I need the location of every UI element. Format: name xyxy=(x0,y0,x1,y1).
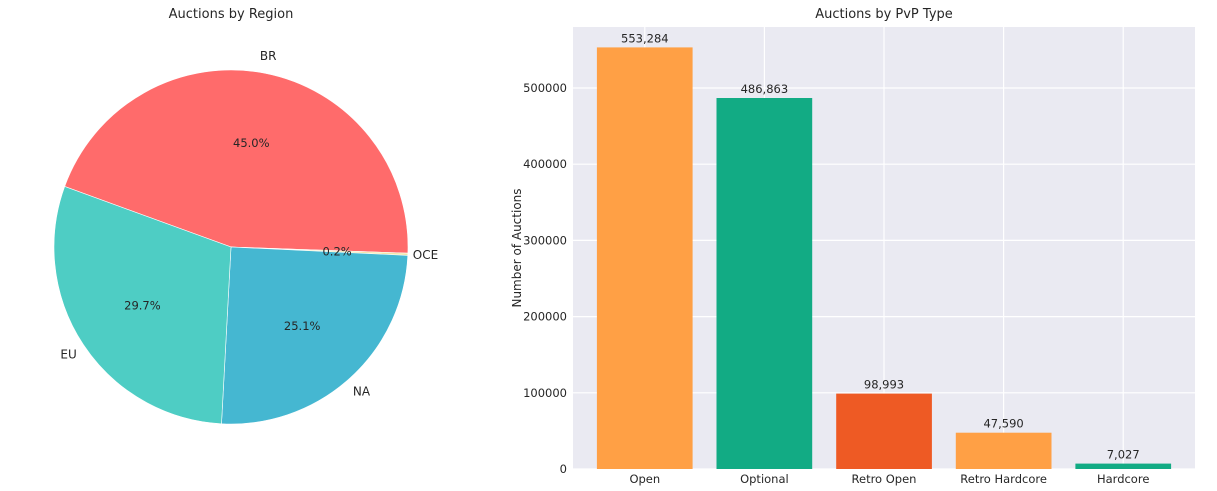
bar-value-retro-open: 98,993 xyxy=(864,378,904,392)
bars xyxy=(596,47,1172,470)
y-tick-label: 500000 xyxy=(523,81,567,95)
x-tick-labels: Open Optional Retro Open Retro Hardcore Hard… xyxy=(629,472,1149,486)
pie-percent-na: 25.1% xyxy=(284,319,321,333)
pie-label-br: BR xyxy=(260,49,277,63)
bar-retro-open xyxy=(836,393,932,469)
pie-slice-na xyxy=(221,246,409,425)
y-axis-label: Number of Auctions xyxy=(510,188,524,307)
y-tick-labels: 0 100000 200000 300000 400000 500000 xyxy=(523,81,567,476)
pie-slice-eu xyxy=(53,186,232,425)
bar-title: Auctions by PvP Type xyxy=(815,7,953,22)
x-tick-label-hardcore: Hardcore xyxy=(1097,472,1149,486)
bar-value-retro-hardcore: 47,590 xyxy=(983,417,1023,431)
bar-value-open: 553,284 xyxy=(621,31,669,45)
y-tick-label: 400000 xyxy=(523,157,567,171)
y-tick-label: 0 xyxy=(560,462,567,476)
bar-optional xyxy=(716,98,813,469)
pie-label-na: NA xyxy=(353,385,371,399)
pie-percent-br: 45.0% xyxy=(233,136,270,150)
y-tick-label: 300000 xyxy=(523,233,567,247)
pie-percent-oce: 0.2% xyxy=(322,244,351,258)
x-tick-label-retro-hardcore: Retro Hardcore xyxy=(960,472,1047,486)
x-tick-label-open: Open xyxy=(629,472,660,486)
bar-open xyxy=(596,47,693,470)
x-tick-label-optional: Optional xyxy=(740,472,789,486)
bar-value-hardcore: 7,027 xyxy=(1107,448,1140,462)
pie-labels: BR 45.0% OCE 0.2% NA 25.1% EU 29.7% xyxy=(60,49,438,399)
pie-title: Auctions by Region xyxy=(169,7,294,22)
bar-retro-hardcore xyxy=(955,432,1052,469)
pie-percent-eu: 29.7% xyxy=(124,299,161,313)
bar-value-labels: 553,284 486,863 98,993 47,590 7,027 xyxy=(621,31,1140,461)
y-tick-label: 200000 xyxy=(523,310,567,324)
x-tick-label-retro-open: Retro Open xyxy=(852,472,917,486)
pie-slices xyxy=(53,69,409,425)
pie-label-oce: OCE xyxy=(413,248,438,262)
y-tick-label: 100000 xyxy=(523,386,567,400)
pie-slice-br xyxy=(64,69,409,254)
pie-chart-region: Auctions by Region BR 45.0% OCE 0.2% NA 25.1%… xyxy=(53,7,438,425)
bar-hardcore xyxy=(1075,463,1172,469)
bar-chart-pvp: Auctions by PvP Type 553,284 486,863 98,99… xyxy=(510,7,1195,486)
bar-value-optional: 486,863 xyxy=(741,82,789,96)
pie-label-eu: EU xyxy=(60,347,76,361)
